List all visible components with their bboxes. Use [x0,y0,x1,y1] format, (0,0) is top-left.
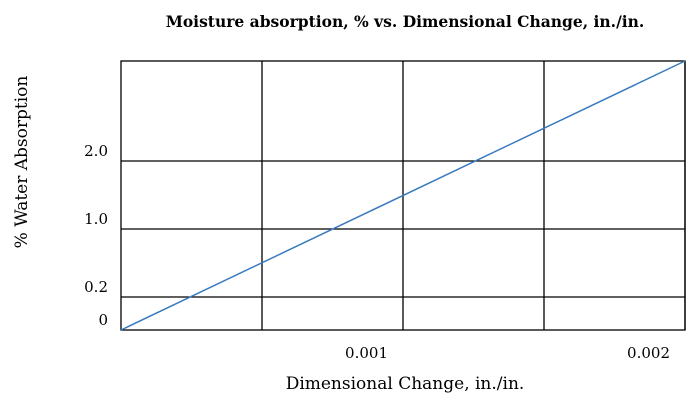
chart-title: Moisture absorption, % vs. Dimensional C… [166,12,645,31]
plot-area [120,60,686,331]
x-axis-label: Dimensional Change, in./in. [286,374,525,394]
y-tick-label: 0.2 [84,278,108,296]
series-line [120,60,686,331]
x-tick-label: 0.001 [345,344,388,362]
y-tick-label: 0 [98,311,108,329]
x-tick-label: 0.002 [627,344,670,362]
series-layer [120,60,686,331]
tick-labels: 0 0.2 1.0 2.0 0.001 0.002 [84,142,670,362]
y-axis-label: % Water Absorption [12,76,32,249]
y-tick-label: 1.0 [84,210,108,228]
y-tick-label: 2.0 [84,142,108,160]
